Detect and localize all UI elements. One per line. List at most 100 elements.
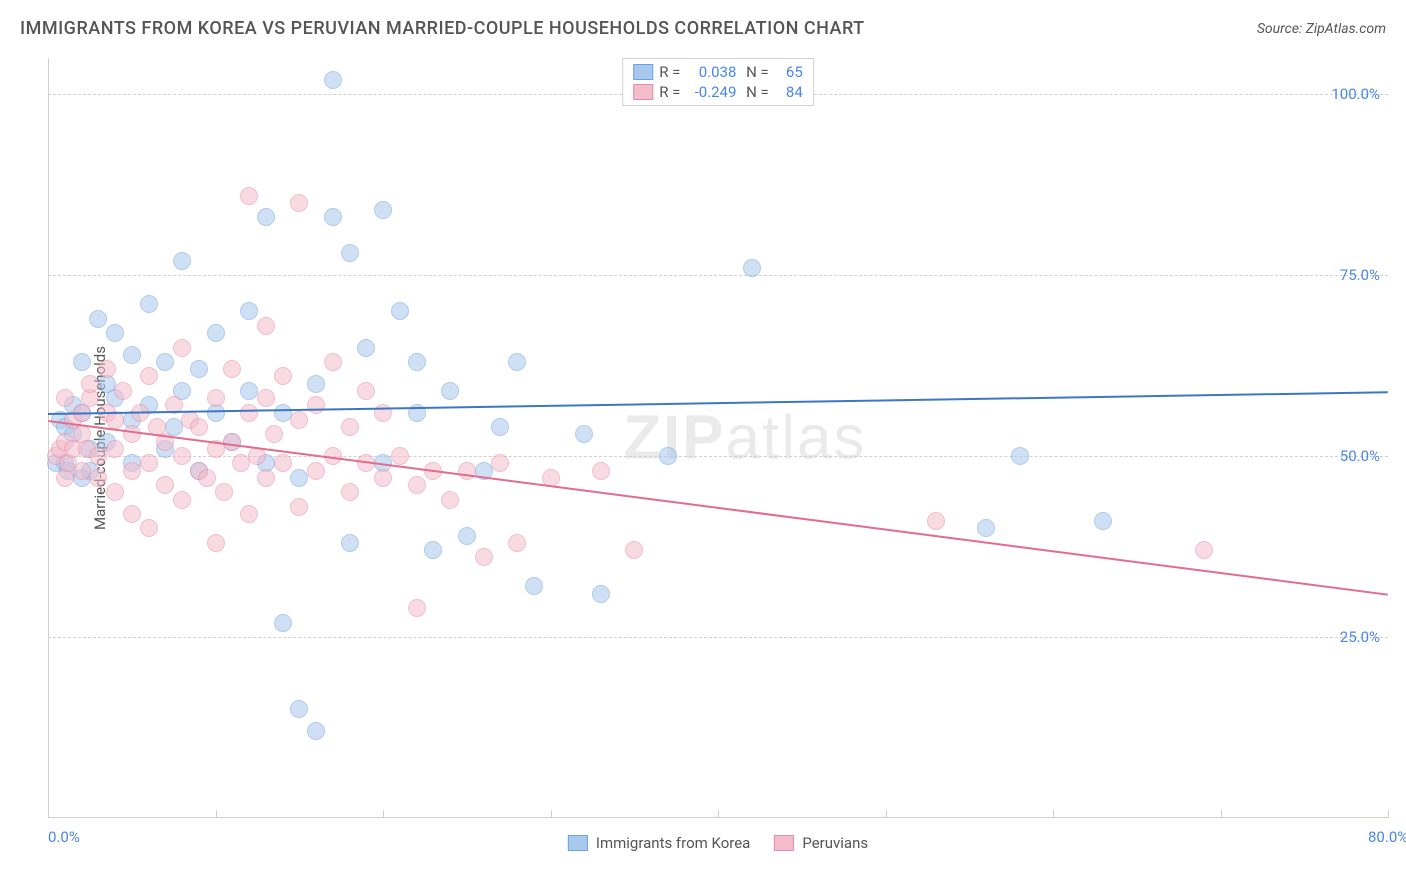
legend-n-label: N = [742, 83, 768, 101]
data-point [123, 346, 141, 364]
title-bar: IMMIGRANTS FROM KOREA VS PERUVIAN MARRIE… [20, 18, 1386, 39]
watermark: ZIPatlas [623, 403, 866, 474]
data-point [441, 382, 459, 400]
y-tick-label: 100.0% [1331, 85, 1380, 103]
data-point [106, 483, 124, 501]
legend-label-0: Immigrants from Korea [596, 834, 750, 852]
data-point [341, 418, 359, 436]
x-tick [886, 810, 887, 818]
legend-r-label: R = [659, 83, 680, 101]
data-point [508, 353, 526, 371]
data-point [458, 527, 476, 545]
y-tick-label: 50.0% [1340, 447, 1380, 465]
data-point [123, 505, 141, 523]
data-point [257, 317, 275, 335]
data-point [290, 194, 308, 212]
legend-r-value-1: -0.249 [686, 83, 736, 101]
y-tick-label: 25.0% [1340, 628, 1380, 646]
data-point [257, 469, 275, 487]
data-point [391, 447, 409, 465]
data-point [240, 505, 258, 523]
data-point [198, 469, 216, 487]
data-point [274, 454, 292, 472]
chart-area: Married-couple Households ZIPatlas 25.0%… [48, 58, 1388, 818]
data-point [592, 585, 610, 603]
data-point [290, 469, 308, 487]
data-point [274, 367, 292, 385]
legend-n-label: N = [742, 63, 768, 81]
data-point [257, 208, 275, 226]
x-tick [1388, 810, 1389, 818]
data-point [508, 534, 526, 552]
data-point [374, 404, 392, 422]
data-point [156, 476, 174, 494]
data-point [491, 454, 509, 472]
data-point [98, 360, 116, 378]
data-point [89, 310, 107, 328]
data-point [659, 447, 677, 465]
data-point [1094, 512, 1112, 530]
data-point [240, 382, 258, 400]
data-point [240, 302, 258, 320]
data-point [140, 295, 158, 313]
data-point [173, 339, 191, 357]
legend-row-1: R = -0.249 N = 84 [633, 83, 803, 101]
data-point [341, 483, 359, 501]
data-point [592, 462, 610, 480]
data-point [307, 375, 325, 393]
x-tick [383, 810, 384, 818]
data-point [140, 367, 158, 385]
data-point [290, 498, 308, 516]
data-point [173, 447, 191, 465]
data-point [357, 382, 375, 400]
data-point [156, 353, 174, 371]
data-point [140, 519, 158, 537]
data-point [324, 353, 342, 371]
data-point [341, 244, 359, 262]
data-point [391, 302, 409, 320]
legend-swatch-1 [633, 84, 653, 100]
data-point [114, 382, 132, 400]
data-point [341, 534, 359, 552]
source-prefix: Source: [1257, 21, 1306, 37]
legend-swatch-bottom-0 [568, 835, 588, 851]
data-point [290, 411, 308, 429]
data-point [223, 433, 241, 451]
data-point [232, 454, 250, 472]
x-tick [1053, 810, 1054, 818]
grid-line [48, 275, 1388, 276]
legend-swatch-bottom-1 [774, 835, 794, 851]
data-point [106, 440, 124, 458]
x-tick [48, 810, 49, 818]
data-point [207, 324, 225, 342]
data-point [73, 353, 91, 371]
data-point [207, 534, 225, 552]
data-point [73, 462, 91, 480]
data-point [307, 722, 325, 740]
x-tick [216, 810, 217, 818]
data-point [374, 469, 392, 487]
legend-series: Immigrants from Korea Peruvians [568, 834, 868, 852]
y-axis-line [48, 58, 49, 818]
data-point [257, 389, 275, 407]
legend-n-value-0: 65 [775, 63, 803, 81]
scatter-plot: ZIPatlas 25.0%50.0%75.0%100.0%0.0%80.0% [48, 58, 1388, 818]
grid-line [48, 637, 1388, 638]
data-point [123, 462, 141, 480]
data-point [491, 418, 509, 436]
data-point [1011, 447, 1029, 465]
data-point [190, 360, 208, 378]
data-point [215, 483, 233, 501]
x-tick [1221, 810, 1222, 818]
data-point [265, 425, 283, 443]
data-point [408, 476, 426, 494]
legend-r-label: R = [659, 63, 680, 81]
data-point [307, 462, 325, 480]
x-tick-label: 0.0% [48, 828, 80, 846]
data-point [424, 541, 442, 559]
data-point [374, 201, 392, 219]
data-point [274, 614, 292, 632]
data-point [625, 541, 643, 559]
data-point [56, 389, 74, 407]
x-tick-label: 80.0% [1368, 828, 1406, 846]
